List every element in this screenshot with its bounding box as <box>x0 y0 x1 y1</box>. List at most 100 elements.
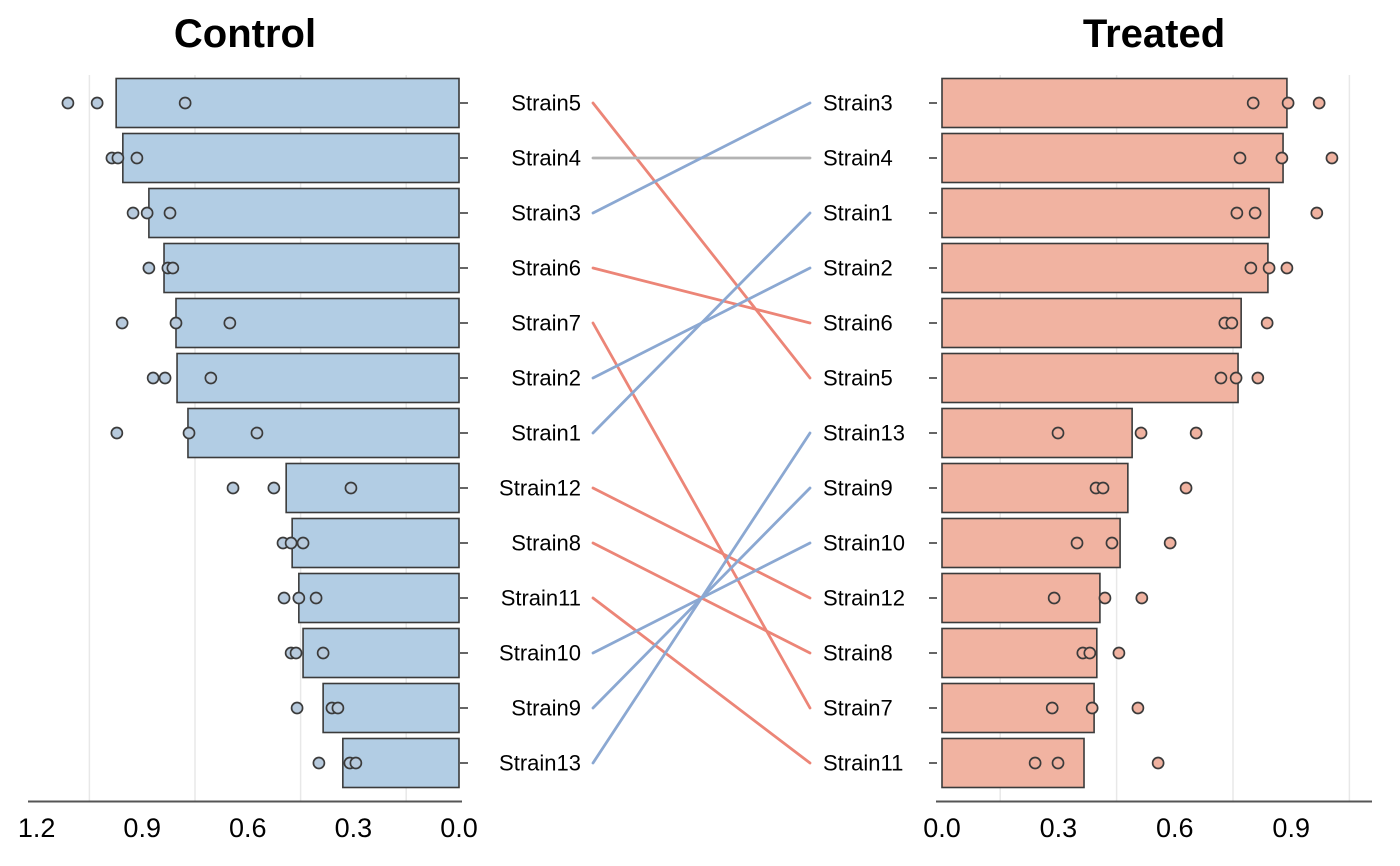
treated-bar-Strain3 <box>941 77 1288 129</box>
control-replicate-point-Strain7 <box>115 316 129 330</box>
connector-Strain3-up <box>591 101 812 215</box>
treated-replicate-point-Strain4 <box>1325 151 1339 165</box>
control-bar-Strain6 <box>163 242 460 294</box>
control-bar-Strain2 <box>176 352 460 404</box>
connector-Strain12-down <box>591 486 812 600</box>
treated-replicate-point-Strain7 <box>1131 701 1145 715</box>
treated-replicate-point-Strain5 <box>1214 371 1228 385</box>
treated-bar-Strain2 <box>941 242 1269 294</box>
treated-replicate-point-Strain2 <box>1280 261 1294 275</box>
treated-bar-Strain5 <box>941 352 1239 404</box>
treated-replicate-point-Strain8 <box>1083 646 1097 660</box>
control-x-tick-label: 0.3 <box>335 813 373 843</box>
connector-Strain6-down <box>591 266 812 325</box>
control-replicate-point-Strain4 <box>130 151 144 165</box>
control-strain-label-Strain3: Strain3 <box>511 201 581 226</box>
treated-replicate-point-Strain8 <box>1112 646 1126 660</box>
control-bar-Strain11 <box>298 572 460 624</box>
treated-replicate-point-Strain3 <box>1281 96 1295 110</box>
treated-replicate-point-Strain12 <box>1098 591 1112 605</box>
control-strain-label-Strain12: Strain12 <box>499 476 581 501</box>
control-strain-label-Strain7: Strain7 <box>511 311 581 336</box>
control-replicate-point-Strain1 <box>182 426 196 440</box>
treated-x-tick-label: 0.3 <box>1040 813 1078 843</box>
treated-bar-Strain6 <box>941 297 1242 349</box>
treated-bar-Strain10 <box>941 517 1121 569</box>
treated-bar-Strain1 <box>941 187 1270 239</box>
control-replicate-point-Strain10 <box>289 646 303 660</box>
treated-strain-label-Strain9: Strain9 <box>823 476 893 501</box>
treated-replicate-point-Strain10 <box>1070 536 1084 550</box>
control-replicate-point-Strain5 <box>178 96 192 110</box>
treated-replicate-point-Strain2 <box>1244 261 1258 275</box>
control-strain-label-Strain9: Strain9 <box>511 696 581 721</box>
treated-replicate-point-Strain3 <box>1246 96 1260 110</box>
treated-strain-label-Strain1: Strain1 <box>823 201 893 226</box>
treated-x-tick-label: 0.0 <box>923 813 961 843</box>
treated-bar-Strain11 <box>941 737 1085 789</box>
control-strain-label-Strain11: Strain11 <box>501 586 581 611</box>
control-replicate-point-Strain9 <box>331 701 345 715</box>
connector-Strain13-up <box>591 431 812 765</box>
treated-replicate-point-Strain9 <box>1096 481 1110 495</box>
control-strain-label-Strain8: Strain8 <box>511 531 581 556</box>
treated-replicate-point-Strain7 <box>1085 701 1099 715</box>
treated-replicate-point-Strain1 <box>1230 206 1244 220</box>
control-strain-label-Strain5: Strain5 <box>511 91 581 116</box>
treated-strain-label-Strain3: Strain3 <box>823 91 893 116</box>
control-replicate-point-Strain12 <box>226 481 240 495</box>
control-strain-label-Strain2: Strain2 <box>511 366 581 391</box>
treated-bar-Strain8 <box>941 627 1098 679</box>
control-replicate-point-Strain3 <box>163 206 177 220</box>
control-strain-label-Strain10: Strain10 <box>499 641 581 666</box>
treated-replicate-point-Strain6 <box>1225 316 1239 330</box>
treated-replicate-point-Strain13 <box>1134 426 1148 440</box>
control-replicate-point-Strain5 <box>90 96 104 110</box>
control-bar-Strain7 <box>175 297 460 349</box>
treated-replicate-point-Strain3 <box>1312 96 1326 110</box>
treated-replicate-point-Strain11 <box>1028 756 1042 770</box>
control-replicate-point-Strain8 <box>296 536 310 550</box>
treated-strain-label-Strain4: Strain4 <box>823 146 893 171</box>
treated-replicate-point-Strain13 <box>1189 426 1203 440</box>
treated-strain-label-Strain7: Strain7 <box>823 696 893 721</box>
control-replicate-point-Strain3 <box>126 206 140 220</box>
treated-replicate-point-Strain5 <box>1251 371 1265 385</box>
treated-strain-label-Strain11: Strain11 <box>823 751 903 776</box>
control-strain-label-Strain6: Strain6 <box>511 256 581 281</box>
treated-x-tick-label: 0.6 <box>1156 813 1194 843</box>
control-replicate-point-Strain2 <box>158 371 172 385</box>
control-bar-Strain3 <box>148 187 460 239</box>
control-replicate-point-Strain9 <box>290 701 304 715</box>
treated-replicate-point-Strain5 <box>1229 371 1243 385</box>
control-strain-label-Strain1: Strain1 <box>511 421 581 446</box>
control-replicate-point-Strain7 <box>169 316 183 330</box>
treated-strain-label-Strain10: Strain10 <box>823 531 905 556</box>
control-x-tick-label: 1.2 <box>18 813 56 843</box>
control-replicate-point-Strain11 <box>277 591 291 605</box>
control-replicate-point-Strain2 <box>146 371 160 385</box>
treated-replicate-point-Strain1 <box>1310 206 1324 220</box>
treated-replicate-point-Strain6 <box>1260 316 1274 330</box>
treated-replicate-point-Strain4 <box>1275 151 1289 165</box>
treated-strain-label-Strain6: Strain6 <box>823 311 893 336</box>
treated-replicate-point-Strain7 <box>1045 701 1059 715</box>
control-replicate-point-Strain2 <box>204 371 218 385</box>
treated-strain-label-Strain5: Strain5 <box>823 366 893 391</box>
control-replicate-point-Strain10 <box>316 646 330 660</box>
control-bar-Strain1 <box>187 407 460 459</box>
control-bar-Strain4 <box>122 132 460 184</box>
treated-panel-title: Treated <box>1082 12 1226 56</box>
rank-connectors <box>591 101 812 765</box>
treated-strain-label-Strain2: Strain2 <box>823 256 893 281</box>
control-replicate-point-Strain3 <box>140 206 154 220</box>
control-x-tick-label: 0.6 <box>229 813 267 843</box>
treated-replicate-point-Strain10 <box>1105 536 1119 550</box>
treated-replicate-point-Strain10 <box>1163 536 1177 550</box>
treated-strain-label-Strain13: Strain13 <box>823 421 905 446</box>
control-x-tick-label: 0.0 <box>440 813 478 843</box>
control-bar-Strain9 <box>322 682 460 734</box>
treated-x-tick-label: 0.9 <box>1272 813 1310 843</box>
